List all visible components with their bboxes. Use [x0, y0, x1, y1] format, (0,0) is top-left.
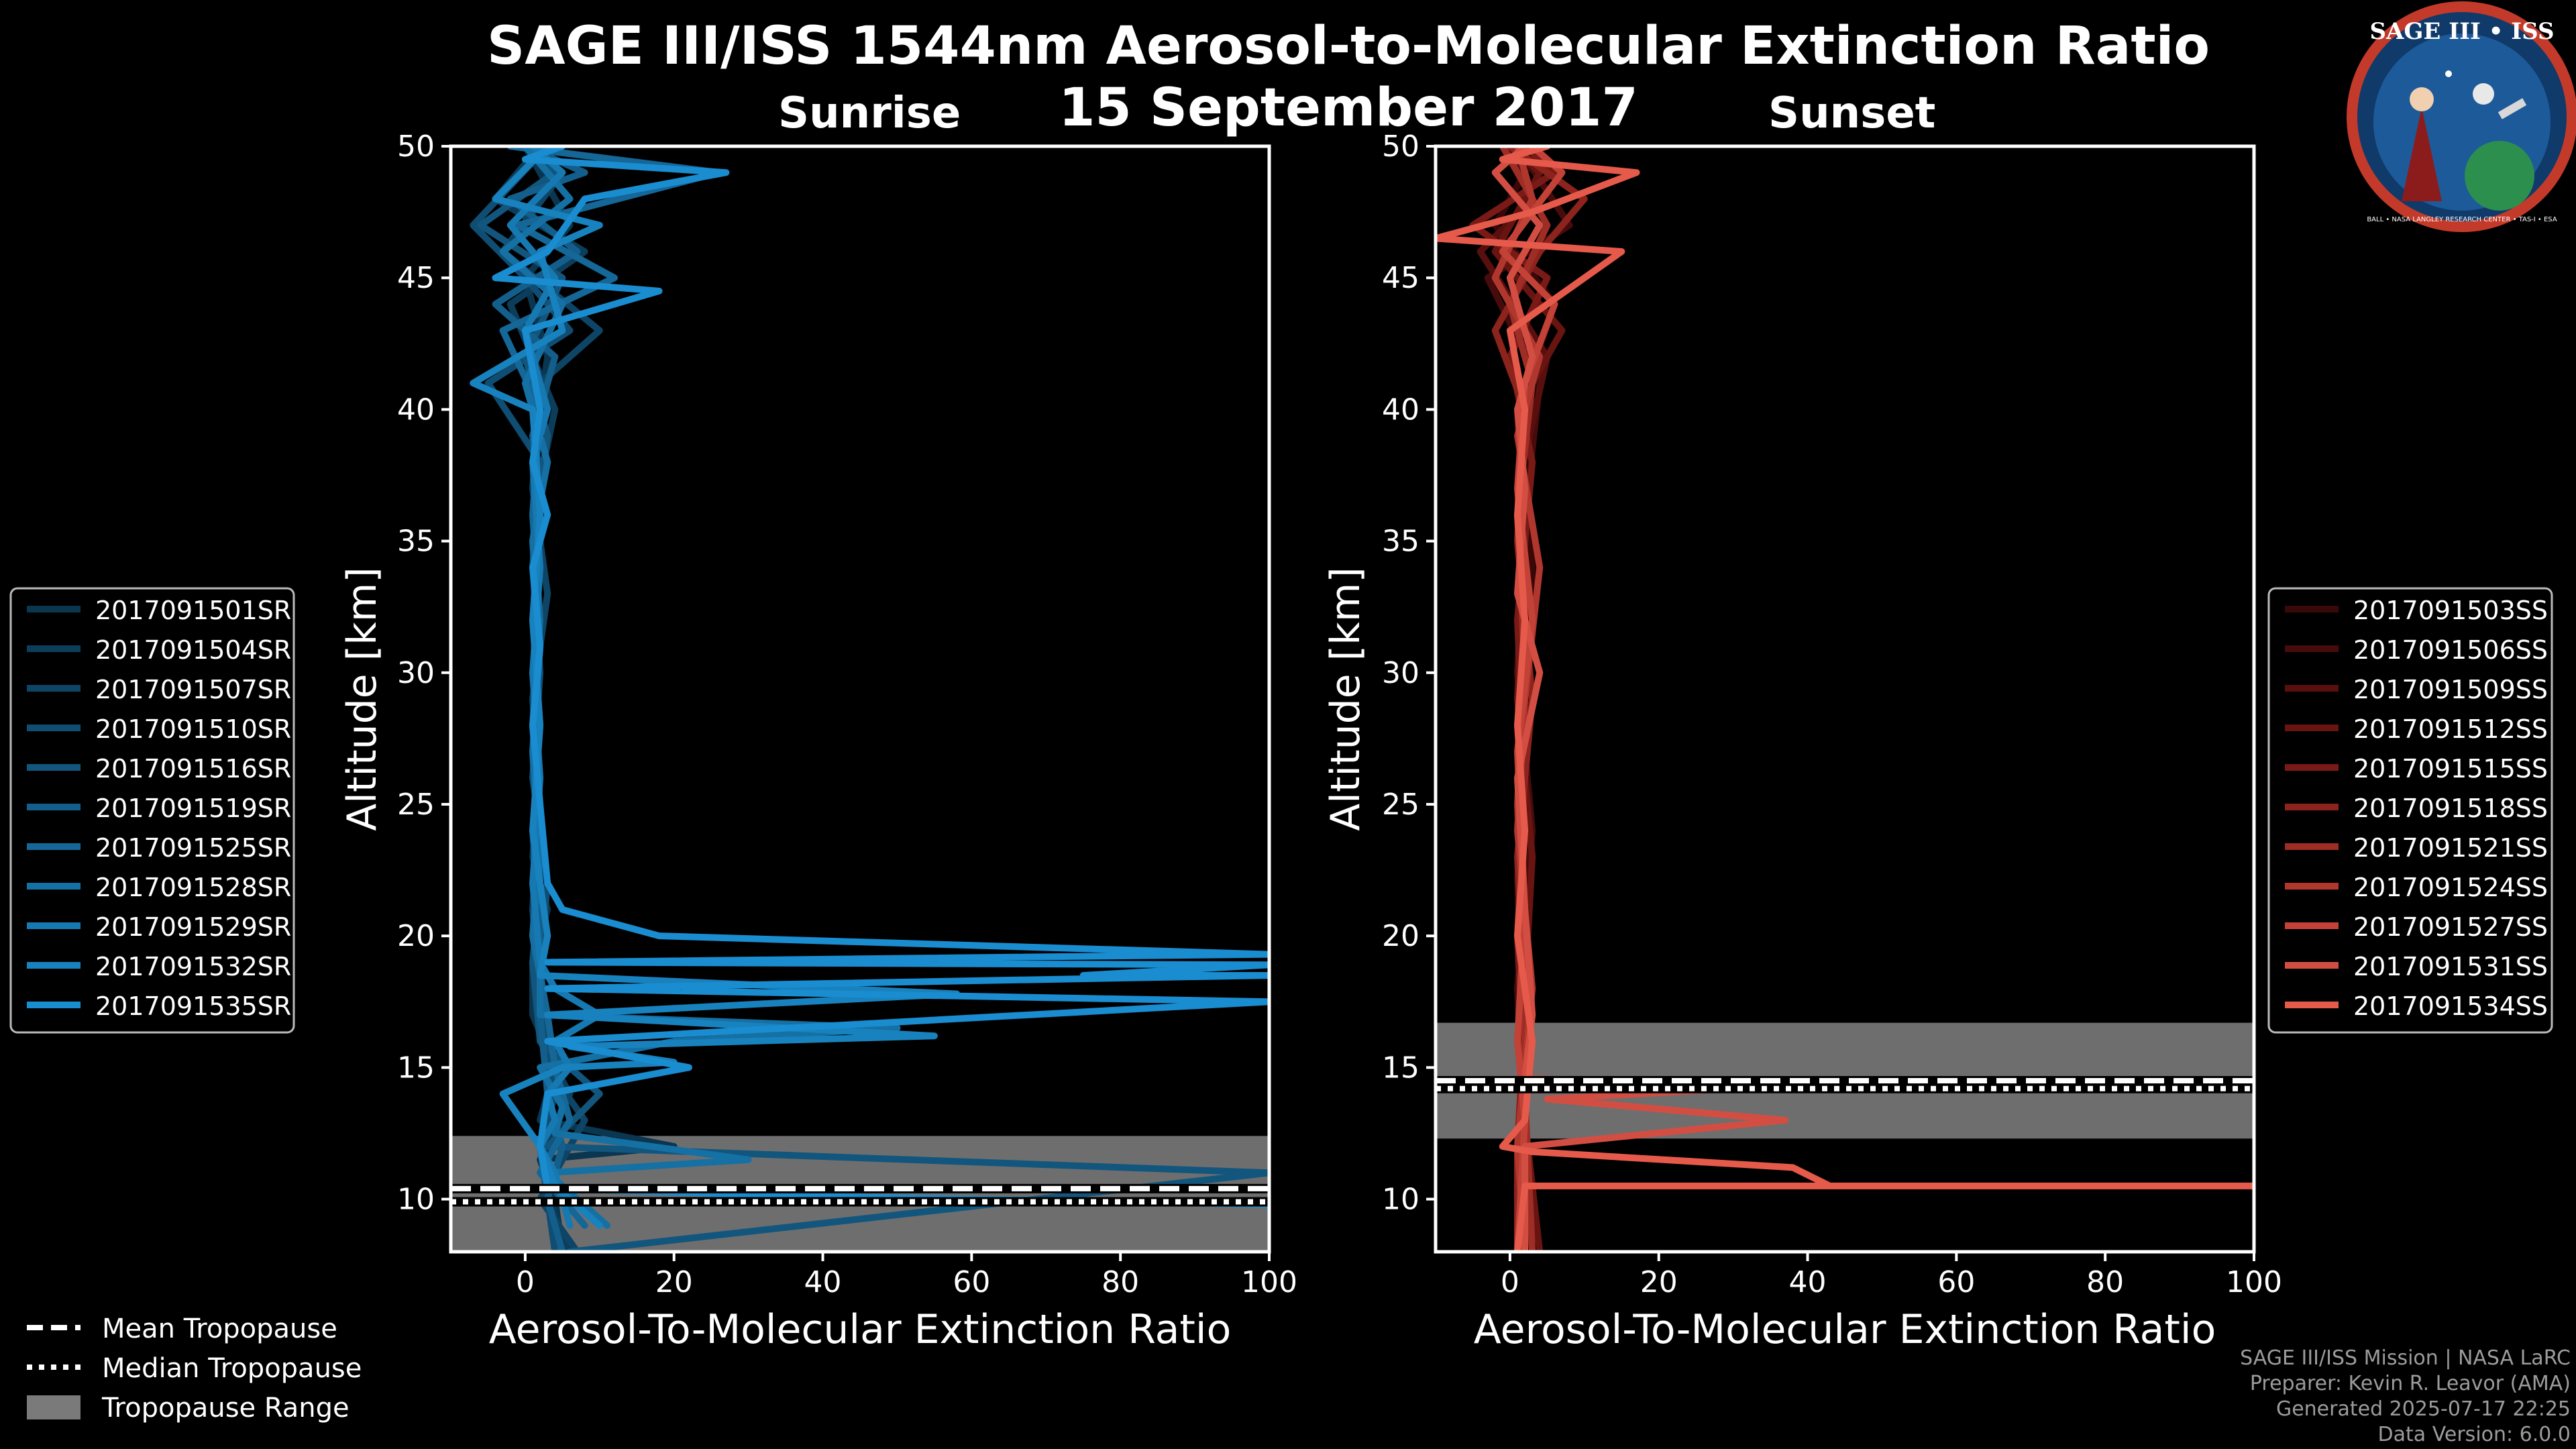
sunrise-series-line-9	[506, 146, 603, 1229]
sunrise-series-line-11	[492, 146, 1269, 1208]
logo-name: SAGE III • ISS	[2369, 18, 2554, 45]
sunrise-legend-label-4: 2017091510SR	[95, 714, 291, 744]
sunrise-y-tick-label-20: 20	[397, 919, 435, 953]
sunset-x-tick-label-0: 0	[1501, 1265, 1519, 1299]
sunrise-x-tick-label-80: 80	[1102, 1265, 1139, 1299]
sunset-y-tick-label-50: 50	[1382, 129, 1419, 164]
sunrise-legend-label-10: 2017091532SR	[95, 952, 291, 981]
sunrise-y-tick-label-30: 30	[397, 656, 435, 690]
sunset-legend-label-5: 2017091515SS	[2353, 754, 2548, 784]
sunrise-y-tick-label-50: 50	[397, 129, 435, 164]
tropopause-range-label: Tropopause Range	[101, 1393, 350, 1424]
sunrise-legend-label-5: 2017091516SR	[95, 754, 291, 784]
sage-iii-iss-logo: SAGE III • ISS BALL • NASA LANGLEY RESEA…	[2347, 1, 2576, 232]
sunset-y-tick-label-25: 25	[1382, 788, 1419, 822]
sunset-legend-label-4: 2017091512SS	[2353, 714, 2548, 744]
sunrise-y-tick-label-45: 45	[397, 261, 435, 295]
logo-station-icon	[2498, 98, 2527, 119]
sunrise-y-tick-label-35: 35	[397, 525, 435, 559]
logo-star-icon	[2445, 70, 2452, 77]
sunset-legend-label-9: 2017091527SS	[2353, 912, 2548, 942]
sunrise-plot: 0 20 40 60 80 100 10 15 20 25 30 35 40 45 50 Aerosol-…	[339, 129, 1297, 1353]
sunrise-x-tick-label-0: 0	[516, 1265, 535, 1299]
sunrise-legend-label-11: 2017091535SR	[95, 991, 291, 1021]
chart-title-line2: 15 September 2017	[1059, 78, 1638, 138]
credit-generated: Generated 2025-07-17 22:25	[2275, 1397, 2571, 1421]
sunrise-x-tick-label-20: 20	[655, 1265, 693, 1299]
sunset-x-tick-label-40: 40	[1789, 1265, 1827, 1299]
sunset-legend: 2017091503SS 2017091506SS 2017091509SS 2017…	[2267, 587, 2553, 1034]
sunrise-legend-label-1: 2017091501SR	[95, 596, 291, 625]
chart-title-line1: SAGE III/ISS 1544nm Aerosol-to-Molecular…	[487, 16, 2210, 76]
sunset-legend-label-11: 2017091534SS	[2353, 991, 2548, 1021]
sunset-y-tick-label-45: 45	[1382, 261, 1419, 295]
logo-moon-icon	[2473, 83, 2494, 105]
sunset-series-line-10	[1491, 146, 1789, 1252]
sunset-y-tick-label-40: 40	[1382, 392, 1419, 427]
logo-rim-text: BALL • NASA LANGLEY RESEARCH CENTER • TA…	[2367, 216, 2557, 223]
sunrise-legend-label-6: 2017091519SR	[95, 794, 291, 823]
sunrise-series-line-10	[470, 146, 961, 1229]
sunrise-legend: 2017091501SR 2017091504SR 2017091507SR 2017…	[9, 587, 295, 1034]
sunrise-x-axis-label: Aerosol-To-Molecular Extinction Ratio	[489, 1306, 1232, 1353]
sunset-x-axis-label: Aerosol-To-Molecular Extinction Ratio	[1474, 1306, 2216, 1353]
credit-version: Data Version: 6.0.0	[2377, 1423, 2571, 1446]
sunset-series-line-9	[1499, 146, 1566, 1252]
sunrise-y-tick-label-25: 25	[397, 788, 435, 822]
sunrise-subtitle: Sunrise	[778, 89, 961, 138]
sunset-legend-label-1: 2017091503SS	[2353, 596, 2548, 625]
sunrise-legend-label-2: 2017091504SR	[95, 635, 291, 665]
logo-figure-icon	[2402, 107, 2442, 201]
sunrise-legend-label-8: 2017091528SR	[95, 873, 291, 902]
sunset-series-line-11	[1436, 146, 2254, 1252]
sunset-legend-label-10: 2017091531SS	[2353, 952, 2548, 981]
sunset-x-tick-label-60: 60	[1937, 1265, 1975, 1299]
mean-tropopause-label: Mean Tropopause	[102, 1313, 337, 1344]
sunrise-legend-label-7: 2017091525SR	[95, 833, 291, 863]
sunset-legend-label-8: 2017091524SS	[2353, 873, 2548, 902]
sunrise-legend-label-3: 2017091507SR	[95, 675, 291, 704]
sunrise-plot-frame	[449, 144, 1271, 1254]
sunrise-legend-label-9: 2017091529SR	[95, 912, 291, 942]
sunrise-y-tick-label-10: 10	[397, 1183, 435, 1217]
sunset-legend-label-7: 2017091521SS	[2353, 833, 2548, 863]
sunrise-y-tick-label-40: 40	[397, 392, 435, 427]
sunset-x-tick-label-20: 20	[1640, 1265, 1678, 1299]
sunset-legend-box	[2267, 587, 2553, 1034]
sunset-y-tick-label-30: 30	[1382, 656, 1419, 690]
median-tropopause-label: Median Tropopause	[102, 1353, 362, 1384]
sunset-y-tick-label-20: 20	[1382, 919, 1419, 953]
sunset-y-axis-label: Altitude [km]	[1322, 567, 1369, 831]
logo-earth-icon	[2465, 141, 2534, 211]
sunrise-x-tick-label-60: 60	[953, 1265, 990, 1299]
tropopause-range-swatch	[27, 1395, 80, 1419]
sunset-legend-label-3: 2017091509SS	[2353, 675, 2548, 704]
sunset-y-tick-label-35: 35	[1382, 525, 1419, 559]
sunrise-x-tick-label-100: 100	[1241, 1265, 1297, 1299]
sunrise-series-line-8	[499, 146, 901, 1229]
sunrise-y-axis-label: Altitude [km]	[339, 567, 386, 831]
sunset-y-tick-label-15: 15	[1382, 1051, 1419, 1085]
sunset-subtitle: Sunset	[1768, 89, 1936, 138]
sunset-x-tick-label-100: 100	[2226, 1265, 2282, 1299]
sunset-y-tick-label-10: 10	[1382, 1183, 1419, 1217]
sunset-legend-label-2: 2017091506SS	[2353, 635, 2548, 665]
sunrise-legend-box	[9, 587, 295, 1034]
sunset-legend-label-6: 2017091518SS	[2353, 794, 2548, 823]
logo-figure-head-icon	[2410, 87, 2434, 111]
credit-mission: SAGE III/ISS Mission | NASA LaRC	[2240, 1346, 2571, 1370]
sunset-x-tick-label-80: 80	[2086, 1265, 2124, 1299]
sunset-plot-frame	[1434, 144, 2256, 1254]
tropopause-legend: Mean Tropopause Median Tropopause Tropop…	[27, 1313, 362, 1424]
sunset-plot: 0 20 40 60 80 100 10 15 20 25 30 35 40 45 50 Aerosol-…	[1322, 129, 2282, 1353]
sunrise-x-tick-label-40: 40	[804, 1265, 842, 1299]
credit-preparer: Preparer: Kevin R. Leavor (AMA)	[2249, 1372, 2571, 1395]
sunrise-y-tick-label-15: 15	[397, 1051, 435, 1085]
